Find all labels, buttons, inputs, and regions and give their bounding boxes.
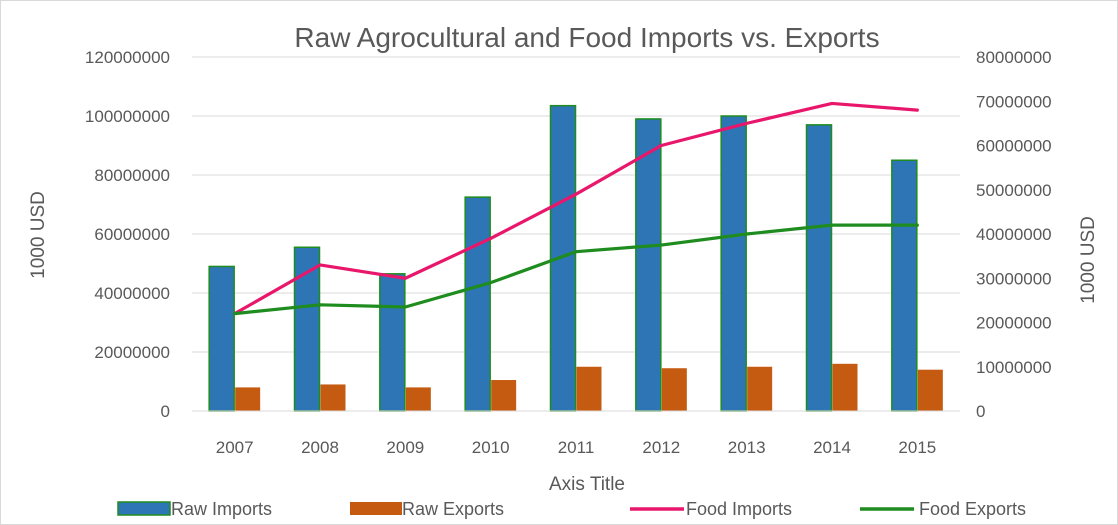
raw-imports-bar (293, 246, 321, 412)
y2-tick-label: 80000000 (976, 48, 1052, 67)
y2-tick-label: 40000000 (976, 225, 1052, 244)
x-tick-label: 2011 (558, 438, 595, 457)
axes: 0 20000000 40000000 60000000 80000000 1000000… (85, 48, 1052, 457)
raw-imports-bar (720, 115, 747, 412)
x-axis-title: Axis Title (549, 474, 625, 495)
x-tick-label: 2009 (386, 438, 424, 457)
y-tick-label: 60000000 (94, 225, 170, 244)
y2-tick-label: 20000000 (976, 314, 1052, 333)
raw-imports-bar (208, 265, 235, 412)
y-tick-label: 20000000 (94, 343, 170, 362)
line-series (233, 101, 919, 316)
raw-exports-bar (405, 387, 431, 411)
legend: Raw Imports Raw Exports Food Imports Food E… (117, 499, 1026, 519)
raw-imports-bar (464, 196, 491, 412)
y-tick-label: 0 (161, 402, 170, 421)
raw-exports-bar (491, 380, 517, 411)
food-imports-line (233, 101, 919, 316)
raw-exports-bar (832, 363, 858, 411)
y2-tick-label: 10000000 (976, 358, 1052, 377)
y2-tick-label: 50000000 (976, 181, 1052, 200)
x-tick-label: 2008 (301, 438, 339, 457)
y-tick-label: 120000000 (85, 48, 170, 67)
food-exports-line (233, 223, 919, 316)
y2-tick-label: 70000000 (976, 92, 1052, 111)
legend-label-raw-exports: Raw Exports (402, 499, 504, 519)
legend-swatch-raw-exports (350, 502, 402, 515)
legend-label-food-imports: Food Imports (686, 499, 792, 519)
x-tick-label: 2007 (216, 438, 254, 457)
legend-label-food-exports: Food Exports (919, 499, 1026, 519)
y-axis-title: 1000 USD (28, 191, 49, 279)
x-tick-label: 2015 (898, 438, 936, 457)
legend-label-raw-imports: Raw Imports (171, 499, 272, 519)
y-tick-label: 40000000 (94, 284, 170, 303)
raw-exports-bar (576, 366, 602, 411)
y2-axis-title: 1000 USD (1078, 216, 1099, 304)
raw-exports-bar (235, 387, 261, 411)
y2-tick-label: 30000000 (976, 269, 1052, 288)
raw-exports-bar (747, 366, 773, 411)
y2-tick-label: 0 (976, 402, 985, 421)
raw-exports-bar (661, 368, 687, 411)
raw-imports-bar (379, 273, 406, 412)
raw-exports-bar (320, 384, 346, 411)
y-tick-label: 100000000 (85, 107, 170, 126)
chart-title: Raw Agrocultural and Food Imports vs. Ex… (294, 22, 879, 53)
y2-tick-label: 60000000 (976, 137, 1052, 156)
raw-exports-bar (917, 369, 943, 411)
raw-imports-bar (635, 118, 662, 412)
raw-imports-bar (805, 124, 833, 412)
x-tick-label: 2014 (813, 438, 851, 457)
x-tick-label: 2010 (472, 438, 510, 457)
legend-swatch-raw-imports (117, 501, 171, 516)
y-tick-label: 80000000 (94, 166, 170, 185)
x-tick-label: 2013 (728, 438, 766, 457)
raw-imports-bar (891, 159, 918, 412)
x-tick-label: 2012 (642, 438, 680, 457)
bar-series (208, 104, 943, 412)
